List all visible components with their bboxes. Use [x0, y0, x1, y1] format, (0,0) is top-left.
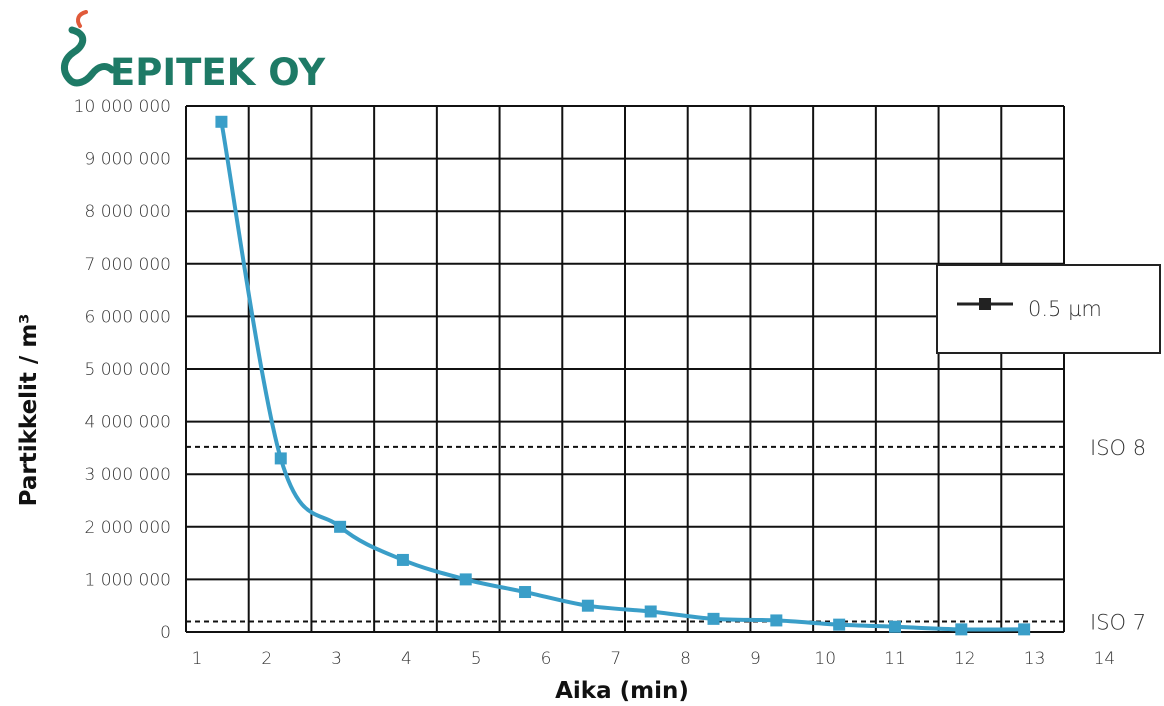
y-tick-label: 9 000 000	[84, 150, 171, 170]
data-point	[889, 620, 901, 633]
logo-text: EPITEK OY	[110, 51, 326, 94]
x-tick-label: 12	[954, 649, 976, 669]
data-point	[1018, 623, 1031, 636]
legend-label: 0.5 µm	[1028, 297, 1102, 321]
x-tick-label: 8	[680, 649, 691, 669]
x-tick-label: 2	[261, 649, 272, 669]
reference-label: ISO 7	[1090, 610, 1146, 634]
x-tick-label: 13	[1024, 649, 1046, 669]
y-tick-label: 8 000 000	[84, 202, 171, 222]
data-point	[581, 599, 594, 612]
legend-box	[936, 264, 1161, 354]
x-tick-label: 10	[814, 649, 836, 669]
y-tick-label: 1 000 000	[84, 570, 171, 590]
x-tick-label: 4	[401, 649, 412, 669]
data-point	[770, 614, 783, 627]
y-axis-title: Partikkelit / m³	[16, 314, 42, 507]
x-tick-labels: 1 2 3 4 5 6 7 8 9 10 11 12 13 14	[192, 649, 1116, 669]
plot-grid	[185, 105, 1065, 633]
y-tick-label: 0	[160, 623, 171, 643]
data-point	[459, 573, 472, 586]
data-point	[833, 618, 846, 631]
y-tick-label: 5 000 000	[84, 360, 171, 380]
x-tick-label: 11	[884, 649, 906, 669]
x-tick-label: 14	[1094, 649, 1116, 669]
series-group	[215, 115, 1031, 636]
data-point	[707, 612, 720, 625]
y-tick-label: 7 000 000	[84, 255, 171, 275]
reference-lines: ISO 8 ISO 7	[186, 436, 1146, 634]
legend: 0.5 µm	[936, 264, 1161, 354]
x-tick-label: 1	[192, 649, 203, 669]
y-tick-label: 6 000 000	[84, 307, 171, 327]
data-point	[396, 553, 409, 566]
data-point	[955, 623, 968, 636]
x-axis-title: Aika (min)	[555, 678, 689, 704]
reference-label: ISO 8	[1090, 436, 1146, 460]
x-tick-label: 7	[610, 649, 621, 669]
data-point	[215, 115, 228, 128]
x-tick-label: 9	[750, 649, 761, 669]
y-tick-label: 2 000 000	[84, 518, 171, 538]
data-point	[644, 605, 657, 618]
x-tick-label: 6	[541, 649, 552, 669]
x-tick-label: 5	[471, 649, 482, 669]
snake-icon	[61, 10, 116, 87]
legend-marker	[979, 298, 991, 310]
y-tick-label: 3 000 000	[84, 465, 171, 485]
y-tick-labels: 0 1 000 000 2 000 000 3 000 000 4 000 000 5 0…	[74, 97, 171, 643]
x-tick-label: 3	[331, 649, 342, 669]
y-tick-label: 4 000 000	[84, 413, 171, 433]
series-line	[219, 121, 1025, 632]
y-tick-label: 10 000 000	[74, 97, 171, 117]
data-point	[519, 586, 532, 599]
data-point	[334, 520, 347, 533]
company-logo: EPITEK OY	[61, 10, 326, 94]
data-point	[274, 452, 287, 465]
